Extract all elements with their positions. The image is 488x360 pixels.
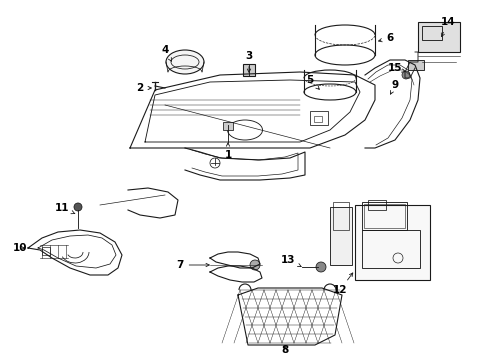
Bar <box>313 116 321 122</box>
Text: 15: 15 <box>387 63 405 73</box>
Bar <box>421 26 441 40</box>
Ellipse shape <box>165 50 203 74</box>
Text: 11: 11 <box>55 203 75 214</box>
Circle shape <box>74 203 82 211</box>
Bar <box>223 122 232 130</box>
Text: 14: 14 <box>440 17 454 37</box>
Bar <box>361 230 419 268</box>
Bar <box>407 60 423 70</box>
Bar <box>309 111 327 125</box>
Circle shape <box>249 260 260 270</box>
Bar <box>332 202 348 230</box>
Bar <box>329 207 351 265</box>
Bar <box>361 202 406 230</box>
Circle shape <box>315 262 325 272</box>
Text: 12: 12 <box>332 273 352 295</box>
Bar <box>243 64 254 76</box>
Text: 2: 2 <box>136 83 151 93</box>
Bar <box>42 247 50 255</box>
Text: 1: 1 <box>224 143 231 160</box>
Text: 6: 6 <box>378 33 393 43</box>
Text: 3: 3 <box>245 51 252 72</box>
Text: 8: 8 <box>281 345 288 355</box>
Text: 10: 10 <box>13 243 27 253</box>
Bar <box>354 205 429 280</box>
Bar <box>363 204 404 228</box>
Text: 9: 9 <box>389 80 398 94</box>
Bar <box>417 22 459 52</box>
Text: 7: 7 <box>176 260 209 270</box>
Text: 13: 13 <box>280 255 301 267</box>
Circle shape <box>401 71 409 79</box>
Text: 4: 4 <box>161 45 171 61</box>
Text: 5: 5 <box>306 75 319 89</box>
Bar <box>367 200 385 210</box>
